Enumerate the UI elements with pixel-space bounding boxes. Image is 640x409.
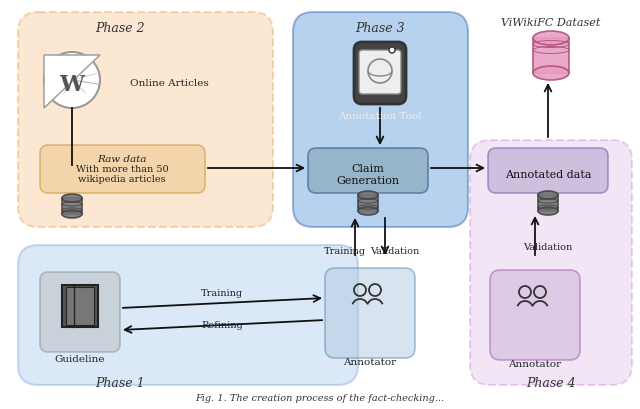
Text: W: W bbox=[60, 74, 84, 96]
Bar bbox=[358, 195, 378, 211]
Text: Validation: Validation bbox=[524, 243, 573, 252]
FancyBboxPatch shape bbox=[18, 245, 358, 385]
FancyBboxPatch shape bbox=[325, 268, 415, 358]
Bar bbox=[538, 195, 558, 211]
Ellipse shape bbox=[538, 207, 558, 215]
Text: Annotated data: Annotated data bbox=[505, 170, 591, 180]
Text: Raw data: Raw data bbox=[97, 155, 147, 164]
Text: Annotator: Annotator bbox=[508, 360, 561, 369]
Text: Phase 1: Phase 1 bbox=[95, 377, 145, 390]
Circle shape bbox=[389, 47, 395, 53]
Bar bbox=[62, 198, 82, 214]
FancyBboxPatch shape bbox=[470, 140, 632, 385]
Circle shape bbox=[44, 52, 100, 108]
Text: Phase 3: Phase 3 bbox=[355, 22, 405, 35]
Text: Fig. 1. The creation process of the fact-checking...: Fig. 1. The creation process of the fact… bbox=[195, 394, 445, 403]
FancyBboxPatch shape bbox=[40, 272, 120, 352]
Ellipse shape bbox=[358, 191, 378, 199]
Text: Training: Training bbox=[324, 247, 366, 256]
Text: Online Articles: Online Articles bbox=[130, 79, 209, 88]
Ellipse shape bbox=[533, 31, 569, 45]
Ellipse shape bbox=[358, 207, 378, 215]
Text: Phase 2: Phase 2 bbox=[95, 22, 145, 35]
Text: ViWikiFC Dataset: ViWikiFC Dataset bbox=[501, 18, 601, 28]
Ellipse shape bbox=[62, 210, 82, 218]
Text: Validation: Validation bbox=[371, 247, 420, 256]
Ellipse shape bbox=[62, 194, 82, 202]
Text: Guideline: Guideline bbox=[55, 355, 105, 364]
Text: Refining: Refining bbox=[201, 321, 243, 330]
FancyBboxPatch shape bbox=[40, 145, 205, 193]
FancyBboxPatch shape bbox=[308, 148, 428, 193]
FancyBboxPatch shape bbox=[359, 50, 401, 94]
Text: wikipedia articles: wikipedia articles bbox=[78, 175, 166, 184]
FancyBboxPatch shape bbox=[354, 42, 406, 104]
Text: Annotation Tool: Annotation Tool bbox=[339, 112, 422, 121]
Polygon shape bbox=[44, 55, 100, 108]
FancyBboxPatch shape bbox=[18, 12, 273, 227]
Text: With more than 50: With more than 50 bbox=[76, 165, 168, 174]
Bar bbox=[66, 287, 94, 325]
Text: Training: Training bbox=[201, 290, 243, 299]
FancyBboxPatch shape bbox=[293, 12, 468, 227]
Bar bbox=[533, 38, 569, 73]
FancyBboxPatch shape bbox=[490, 270, 580, 360]
Ellipse shape bbox=[538, 191, 558, 199]
FancyBboxPatch shape bbox=[488, 148, 608, 193]
Text: Annotator: Annotator bbox=[344, 358, 397, 367]
Text: Phase 4: Phase 4 bbox=[526, 377, 576, 390]
Bar bbox=[62, 285, 98, 327]
Ellipse shape bbox=[533, 66, 569, 80]
Text: Claim
Generation: Claim Generation bbox=[337, 164, 399, 186]
